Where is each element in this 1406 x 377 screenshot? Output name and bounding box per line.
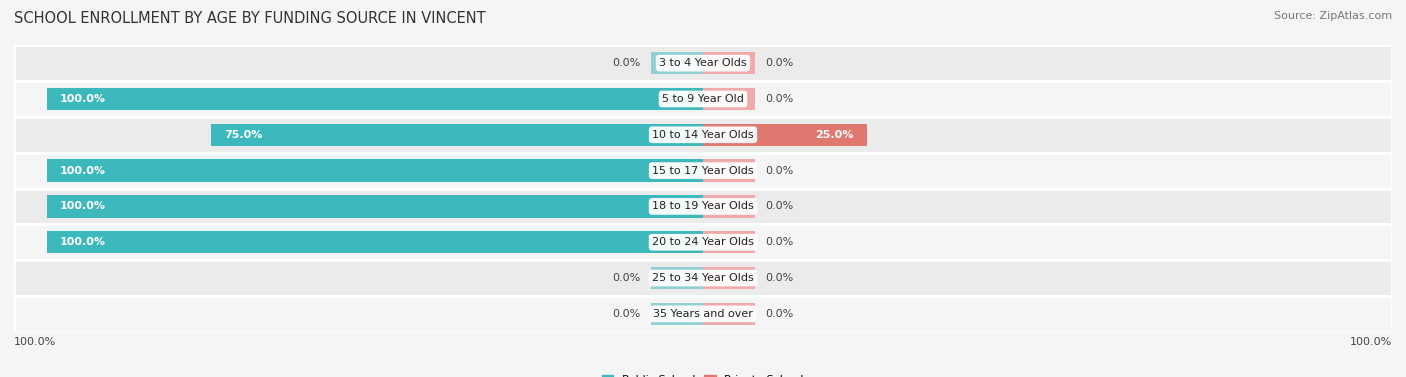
Bar — [703, 159, 755, 182]
Text: 0.0%: 0.0% — [765, 309, 793, 319]
Text: 25.0%: 25.0% — [815, 130, 853, 140]
Text: 0.0%: 0.0% — [613, 273, 641, 283]
Text: 20 to 24 Year Olds: 20 to 24 Year Olds — [652, 237, 754, 247]
Bar — [703, 303, 755, 325]
Text: 100.0%: 100.0% — [1350, 337, 1392, 347]
Bar — [14, 224, 1392, 260]
Bar — [14, 153, 1392, 188]
Text: 100.0%: 100.0% — [14, 337, 56, 347]
Bar — [651, 52, 703, 74]
Text: 75.0%: 75.0% — [224, 130, 263, 140]
Text: 0.0%: 0.0% — [765, 237, 793, 247]
Bar — [46, 231, 703, 253]
Bar — [211, 124, 703, 146]
Bar — [703, 52, 755, 74]
Bar — [14, 296, 1392, 332]
Text: 0.0%: 0.0% — [765, 166, 793, 176]
Text: 0.0%: 0.0% — [765, 58, 793, 68]
Bar — [46, 88, 703, 110]
Text: 100.0%: 100.0% — [60, 201, 105, 211]
Bar — [14, 117, 1392, 153]
Text: 0.0%: 0.0% — [613, 309, 641, 319]
Text: 3 to 4 Year Olds: 3 to 4 Year Olds — [659, 58, 747, 68]
Text: 0.0%: 0.0% — [765, 94, 793, 104]
Bar — [703, 231, 755, 253]
Bar — [651, 267, 703, 289]
Bar — [703, 267, 755, 289]
Text: 100.0%: 100.0% — [60, 94, 105, 104]
Text: 100.0%: 100.0% — [60, 237, 105, 247]
Text: 0.0%: 0.0% — [765, 201, 793, 211]
Bar — [46, 195, 703, 218]
Text: 10 to 14 Year Olds: 10 to 14 Year Olds — [652, 130, 754, 140]
Bar — [14, 81, 1392, 117]
Text: 100.0%: 100.0% — [60, 166, 105, 176]
Text: 18 to 19 Year Olds: 18 to 19 Year Olds — [652, 201, 754, 211]
Bar — [651, 303, 703, 325]
Text: SCHOOL ENROLLMENT BY AGE BY FUNDING SOURCE IN VINCENT: SCHOOL ENROLLMENT BY AGE BY FUNDING SOUR… — [14, 11, 485, 26]
Text: Source: ZipAtlas.com: Source: ZipAtlas.com — [1274, 11, 1392, 21]
Bar — [14, 45, 1392, 81]
Text: 5 to 9 Year Old: 5 to 9 Year Old — [662, 94, 744, 104]
Text: 25 to 34 Year Olds: 25 to 34 Year Olds — [652, 273, 754, 283]
Bar — [703, 88, 755, 110]
Bar — [703, 195, 755, 218]
Bar — [703, 124, 868, 146]
Legend: Public School, Private School: Public School, Private School — [598, 370, 808, 377]
Bar — [14, 188, 1392, 224]
Bar — [14, 260, 1392, 296]
Bar — [46, 159, 703, 182]
Text: 35 Years and over: 35 Years and over — [652, 309, 754, 319]
Text: 0.0%: 0.0% — [765, 273, 793, 283]
Text: 0.0%: 0.0% — [613, 58, 641, 68]
Text: 15 to 17 Year Olds: 15 to 17 Year Olds — [652, 166, 754, 176]
